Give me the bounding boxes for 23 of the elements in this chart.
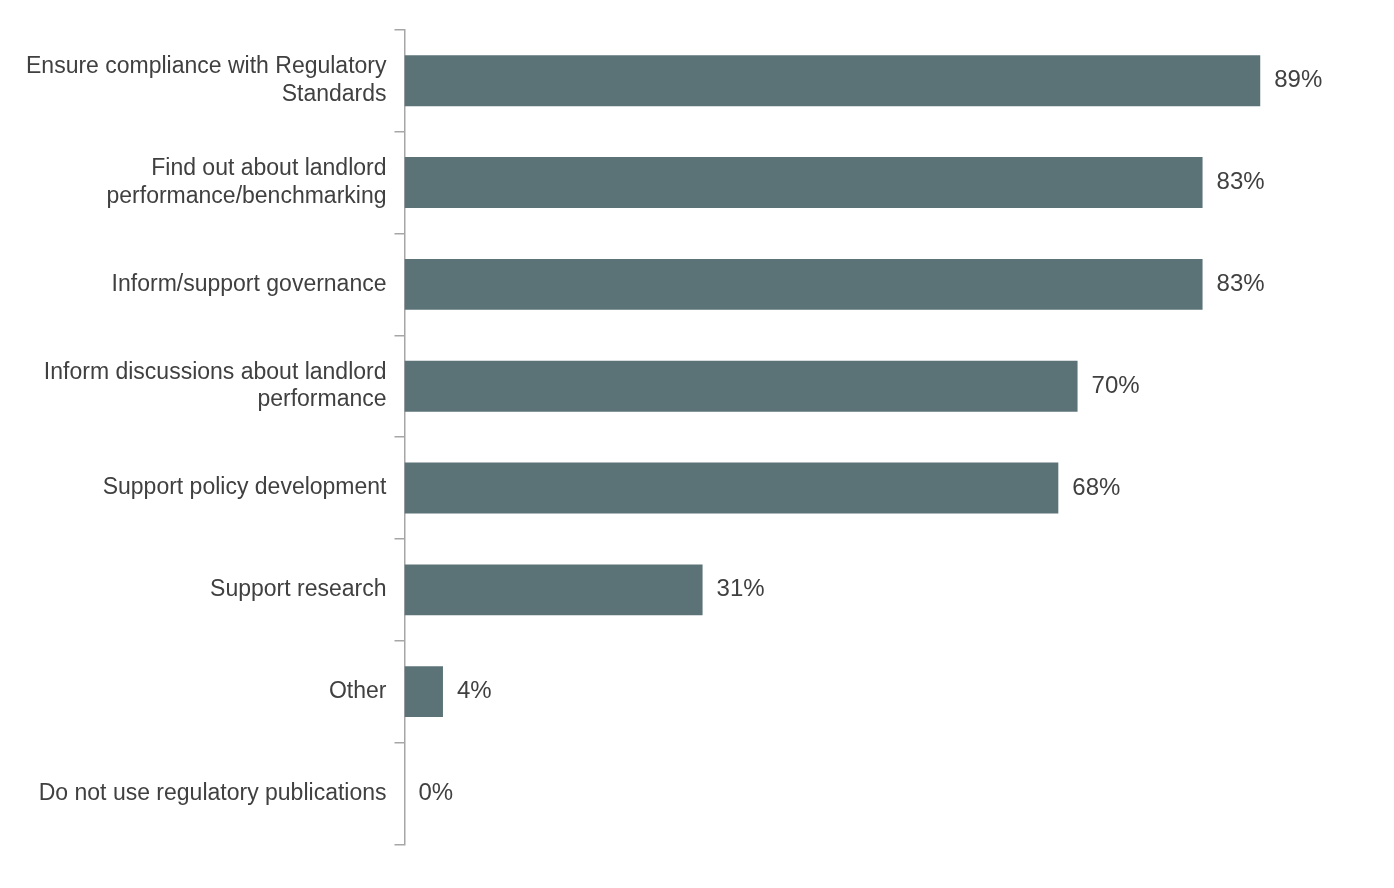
data-label: 68% bbox=[1072, 472, 1121, 500]
data-label: 4% bbox=[456, 676, 492, 704]
y-tick-label: Do not use regulatory publications bbox=[38, 778, 387, 805]
y-tick-label: Find out about landlord performance/benchmarking bbox=[106, 154, 387, 208]
data-label: 31% bbox=[716, 574, 765, 602]
data-label: 0% bbox=[418, 778, 454, 806]
bar bbox=[404, 157, 1203, 208]
y-tick-label: Other bbox=[328, 677, 387, 704]
data-label: 70% bbox=[1091, 370, 1140, 398]
bar bbox=[404, 258, 1203, 310]
y-tick-label: Inform/support governance bbox=[111, 269, 387, 296]
bar bbox=[404, 666, 443, 718]
y-tick-label: Ensure compliance with Regulatory Standards bbox=[25, 52, 387, 106]
y-tick-label: Inform discussions about landlord performance bbox=[43, 357, 387, 412]
y-tick-label: Support policy development bbox=[102, 473, 388, 500]
bar bbox=[404, 55, 1261, 107]
bar bbox=[404, 360, 1078, 412]
bar bbox=[404, 564, 703, 616]
data-label: 89% bbox=[1274, 65, 1323, 93]
y-tick-label: Support research bbox=[210, 575, 387, 602]
bar bbox=[404, 462, 1059, 514]
data-label: 83% bbox=[1216, 167, 1265, 195]
data-label: 83% bbox=[1216, 268, 1265, 296]
